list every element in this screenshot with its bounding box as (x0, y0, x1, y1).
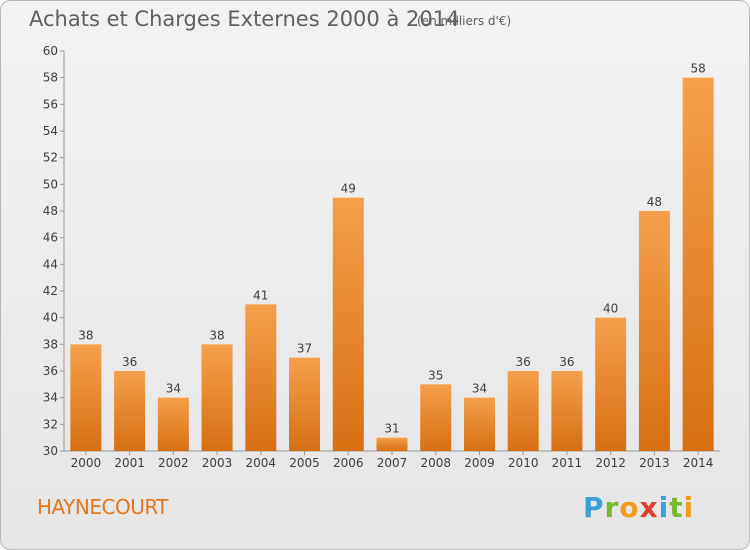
y-tick-label: 58 (43, 71, 58, 85)
bar-value-label: 41 (253, 288, 268, 302)
y-tick-label: 34 (43, 391, 58, 405)
y-tick-label: 52 (43, 151, 58, 165)
bar-value-label: 38 (209, 328, 224, 342)
bar (463, 397, 495, 451)
x-tick-label: 2010 (508, 456, 539, 470)
bar (638, 211, 670, 451)
bar (420, 384, 452, 451)
x-tick-label: 2004 (246, 456, 277, 470)
commune-name: HAYNECOURT (37, 495, 169, 519)
y-tick-label: 54 (43, 124, 58, 138)
bar-value-label: 38 (78, 328, 93, 342)
x-tick-label: 2014 (683, 456, 714, 470)
y-tick-label: 40 (43, 311, 58, 325)
y-tick-label: 36 (43, 364, 58, 378)
bar-value-label: 48 (647, 195, 662, 209)
x-tick-label: 2009 (464, 456, 495, 470)
bar-value-label: 36 (559, 355, 574, 369)
y-tick-label: 42 (43, 284, 58, 298)
x-tick-label: 2007 (377, 456, 408, 470)
x-tick-label: 2012 (595, 456, 626, 470)
y-tick-label: 44 (43, 257, 58, 271)
x-tick-label: 2011 (552, 456, 583, 470)
chart-title: Achats et Charges Externes 2000 à 2014 (29, 7, 460, 31)
y-tick-label: 50 (43, 177, 58, 191)
logo-letter: t (669, 491, 684, 524)
logo-letter: x (639, 491, 659, 524)
bar (289, 357, 321, 451)
logo-letter: i (683, 491, 695, 524)
x-tick-label: 2002 (158, 456, 189, 470)
logo-letter: o (619, 491, 640, 524)
bar-value-label: 58 (690, 62, 705, 76)
x-tick-label: 2000 (71, 456, 102, 470)
bar-value-label: 40 (603, 302, 618, 316)
bar (114, 371, 146, 451)
logo-letter: r (604, 491, 620, 524)
x-tick-label: 2013 (639, 456, 670, 470)
bar (201, 344, 233, 451)
bar-value-label: 35 (428, 368, 443, 382)
bar (595, 317, 627, 451)
y-tick-label: 48 (43, 204, 58, 218)
bar (551, 371, 583, 451)
x-tick-label: 2001 (114, 456, 145, 470)
bar-value-label: 36 (122, 355, 137, 369)
y-tick-label: 46 (43, 231, 58, 245)
bar-value-label: 49 (341, 182, 356, 196)
bar (332, 197, 364, 451)
bar-value-label: 36 (516, 355, 531, 369)
y-tick-label: 32 (43, 417, 58, 431)
y-tick-label: 56 (43, 97, 58, 111)
logo-letter: P (583, 491, 605, 524)
y-tick-label: 38 (43, 337, 58, 351)
proxiti-logo[interactable]: Proxiti (583, 491, 694, 524)
logo-letter: i (658, 491, 670, 524)
bar (682, 77, 714, 452)
bar-value-label: 37 (297, 342, 312, 356)
x-tick-label: 2005 (289, 456, 320, 470)
chart-subtitle: (en milliers d'€) (417, 14, 512, 28)
bar (70, 344, 102, 451)
x-tick-label: 2003 (202, 456, 233, 470)
bar (157, 397, 189, 451)
x-tick-label: 2008 (420, 456, 451, 470)
y-tick-label: 60 (43, 44, 58, 58)
bar-value-label: 34 (166, 382, 181, 396)
bar-value-label: 34 (472, 382, 487, 396)
bar (376, 437, 408, 451)
bar (507, 371, 539, 451)
bar (245, 304, 277, 451)
y-tick-label: 30 (43, 444, 58, 458)
bar-value-label: 31 (384, 422, 399, 436)
x-tick-label: 2006 (333, 456, 364, 470)
